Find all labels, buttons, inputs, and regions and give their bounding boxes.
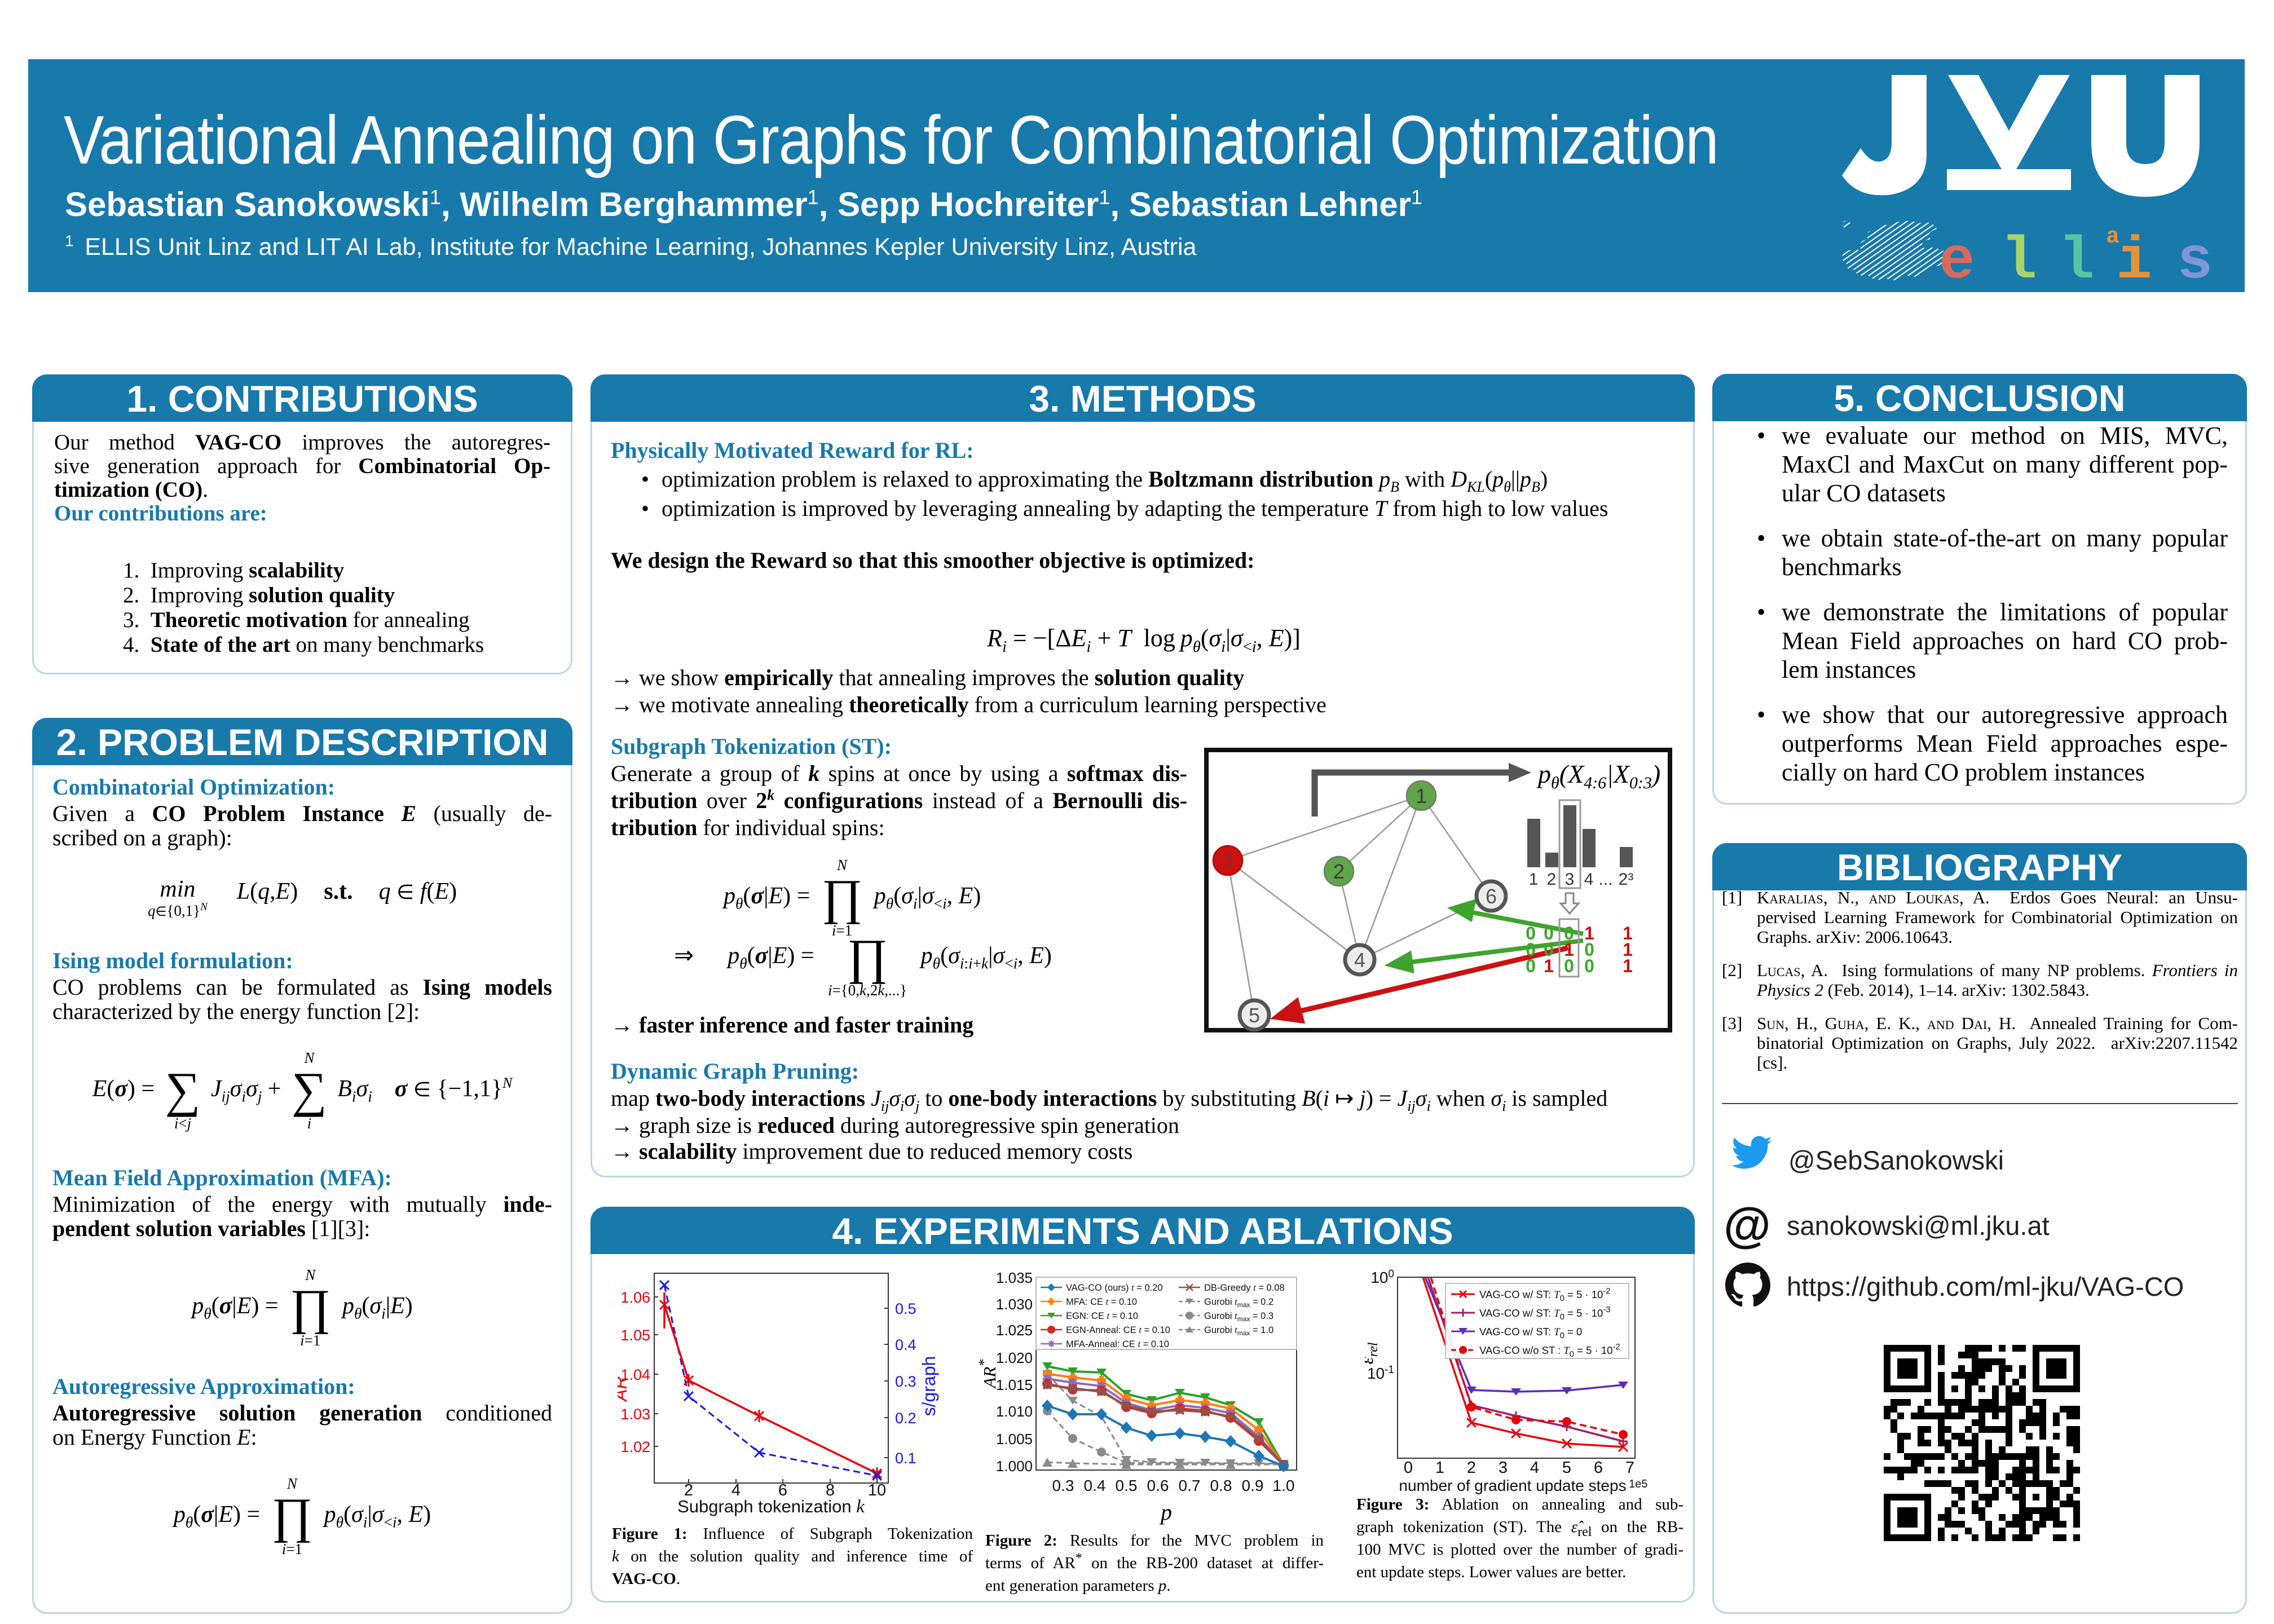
svg-text:5: 5 xyxy=(1562,1459,1571,1477)
svg-text:1.035: 1.035 xyxy=(996,1269,1033,1286)
svg-text:DB-Greedy t = 0.08: DB-Greedy t = 0.08 xyxy=(1204,1282,1285,1293)
svg-text:2³: 2³ xyxy=(1619,870,1634,889)
svg-text:number of gradient update step: number of gradient update steps xyxy=(1399,1477,1626,1494)
svg-text:a: a xyxy=(2106,224,2119,250)
svg-text:0.9: 0.9 xyxy=(1242,1477,1264,1494)
svg-text:1: 1 xyxy=(1416,784,1427,807)
svg-text:100: 100 xyxy=(1370,1268,1394,1286)
svg-text:l: l xyxy=(2001,228,2037,286)
svg-text:1.025: 1.025 xyxy=(996,1322,1033,1339)
svg-text:1.015: 1.015 xyxy=(996,1376,1033,1393)
svg-text:3: 3 xyxy=(1565,870,1575,889)
svg-text:0: 0 xyxy=(1544,923,1554,943)
svg-text:4: 4 xyxy=(1584,870,1594,889)
svg-text:6: 6 xyxy=(1486,885,1497,908)
svg-text:...: ... xyxy=(1598,870,1612,889)
svg-text:1: 1 xyxy=(1623,923,1633,943)
svg-text:8: 8 xyxy=(826,1481,835,1499)
svg-text:Subgraph tokenization k: Subgraph tokenization k xyxy=(677,1497,865,1517)
svg-text:0.4: 0.4 xyxy=(895,1336,916,1353)
svg-text:1: 1 xyxy=(1435,1459,1444,1477)
svg-text:1.05: 1.05 xyxy=(620,1327,650,1344)
svg-text:AR*: AR* xyxy=(979,1360,999,1389)
svg-text:0: 0 xyxy=(1526,939,1536,960)
svg-text:2: 2 xyxy=(1547,870,1557,889)
svg-text:5: 5 xyxy=(1249,1004,1260,1027)
svg-text:2: 2 xyxy=(1467,1459,1476,1477)
svg-text:0.3: 0.3 xyxy=(1052,1477,1074,1494)
svg-text:4: 4 xyxy=(731,1481,741,1499)
svg-text:p: p xyxy=(1159,1499,1172,1525)
svg-text:2: 2 xyxy=(684,1481,693,1499)
svg-text:1: 1 xyxy=(1584,923,1594,943)
svg-text:1: 1 xyxy=(1623,956,1633,976)
svg-text:VAG-CO w/o ST : T0 = 5 · 10-2: VAG-CO w/o ST : T0 = 5 · 10-2 xyxy=(1479,1342,1620,1359)
svg-text:MFA-Anneal: CE t = 0.10: MFA-Anneal: CE t = 0.10 xyxy=(1066,1339,1169,1349)
svg-text:1: 1 xyxy=(1564,939,1574,960)
svg-text:0: 0 xyxy=(1526,956,1536,976)
svg-text:l: l xyxy=(2059,228,2095,286)
svg-text:1.02: 1.02 xyxy=(620,1438,650,1455)
svg-text:Gurobi tmax = 0.2: Gurobi tmax = 0.2 xyxy=(1204,1296,1273,1309)
svg-text:10-1: 10-1 xyxy=(1367,1364,1394,1382)
svg-text:4: 4 xyxy=(1530,1459,1539,1477)
svg-text:0: 0 xyxy=(1526,923,1536,943)
svg-text:0.8: 0.8 xyxy=(1210,1477,1232,1494)
svg-text:6: 6 xyxy=(778,1481,787,1499)
svg-text:1.000: 1.000 xyxy=(996,1458,1033,1475)
svg-text:0.2: 0.2 xyxy=(895,1410,916,1427)
svg-text:1.03: 1.03 xyxy=(620,1406,650,1423)
svg-text:1.06: 1.06 xyxy=(620,1289,650,1306)
svg-text:EGN-Anneal: CE t = 0.10: EGN-Anneal: CE t = 0.10 xyxy=(1066,1325,1170,1335)
svg-text:6: 6 xyxy=(1594,1459,1603,1477)
svg-text:4: 4 xyxy=(1354,948,1365,972)
svg-text:s/graph: s/graph xyxy=(919,1356,939,1416)
svg-text:0: 0 xyxy=(1584,939,1594,960)
svg-text:i: i xyxy=(2116,228,2152,286)
svg-text:1.020: 1.020 xyxy=(996,1349,1033,1366)
svg-text:AR*: AR* xyxy=(618,1370,631,1402)
svg-text:0.4: 0.4 xyxy=(1084,1477,1106,1494)
svg-text:s: s xyxy=(2177,228,2213,286)
svg-text:1.030: 1.030 xyxy=(996,1296,1033,1313)
svg-text:0: 0 xyxy=(1404,1459,1413,1477)
svg-text:EGN: CE t = 0.10: EGN: CE t = 0.10 xyxy=(1066,1310,1138,1321)
svg-text:1.0: 1.0 xyxy=(1273,1477,1295,1494)
svg-text:0.3: 0.3 xyxy=(895,1373,916,1390)
svg-text:0: 0 xyxy=(1564,956,1574,976)
svg-text:1.04: 1.04 xyxy=(620,1366,650,1383)
svg-text:MFA: CE t = 0.10: MFA: CE t = 0.10 xyxy=(1066,1296,1137,1307)
svg-text:0: 0 xyxy=(1584,956,1594,976)
svg-text:7: 7 xyxy=(1625,1459,1634,1477)
svg-text:3: 3 xyxy=(1499,1459,1508,1477)
svg-text:0.5: 0.5 xyxy=(1116,1477,1138,1494)
svg-text:Gurobi tmax = 0.3: Gurobi tmax = 0.3 xyxy=(1204,1310,1273,1323)
svg-text:1: 1 xyxy=(1623,939,1633,960)
svg-text:1e5: 1e5 xyxy=(1629,1478,1647,1490)
svg-text:0: 0 xyxy=(1544,939,1554,960)
svg-text:VAG-CO (ours) t = 0.20: VAG-CO (ours) t = 0.20 xyxy=(1066,1282,1163,1293)
svg-text:Gurobi tmax = 1.0: Gurobi tmax = 1.0 xyxy=(1204,1325,1273,1337)
svg-text:10: 10 xyxy=(868,1481,886,1499)
svg-text:1.010: 1.010 xyxy=(996,1403,1033,1420)
svg-text:0.1: 0.1 xyxy=(895,1450,916,1467)
svg-text:0.5: 0.5 xyxy=(895,1300,916,1317)
svg-text:1: 1 xyxy=(1544,956,1554,976)
svg-text:3: 3 xyxy=(1222,849,1233,872)
svg-text:0.6: 0.6 xyxy=(1147,1477,1169,1494)
svg-text:e: e xyxy=(1939,228,1975,286)
svg-text:0.7: 0.7 xyxy=(1179,1477,1201,1494)
svg-text:ε̂rel: ε̂rel xyxy=(1365,1342,1381,1365)
svg-text:2: 2 xyxy=(1333,860,1345,883)
svg-text:1.005: 1.005 xyxy=(996,1431,1033,1448)
svg-text:0: 0 xyxy=(1564,923,1574,943)
svg-text:1: 1 xyxy=(1529,870,1539,889)
